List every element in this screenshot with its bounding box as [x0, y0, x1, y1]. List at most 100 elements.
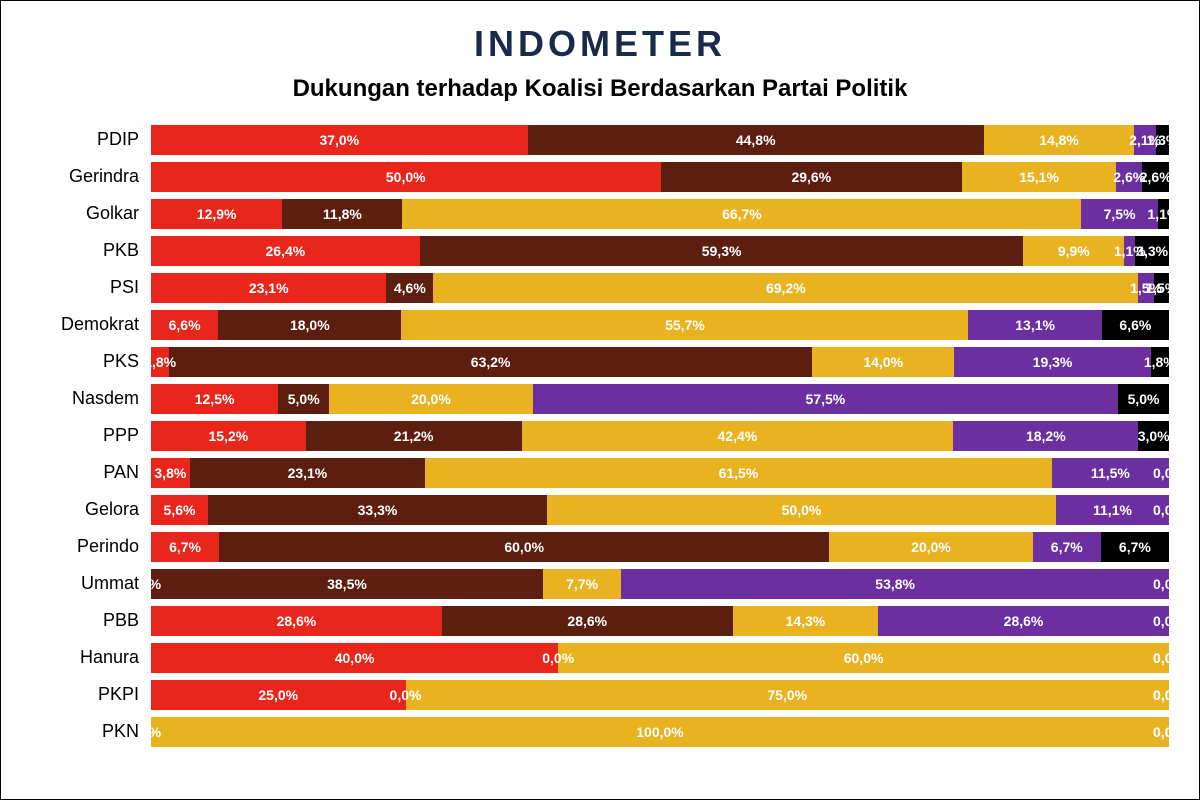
segment-value: 0,0% [1153, 465, 1169, 481]
bar-segment: 3,3% [1135, 236, 1169, 266]
segment-value: 0,0% [1153, 613, 1169, 629]
segment-value: 1,8% [151, 354, 176, 370]
row-bar: 25,0%0,0%75,0%0,0%0,0% [151, 680, 1169, 710]
segment-value: 6,7% [1119, 539, 1151, 555]
bar-segment: 69,2% [433, 273, 1138, 303]
bar-segment: 18,2% [953, 421, 1138, 451]
bar-segment: 3,0% [1138, 421, 1169, 451]
segment-value: 1,5% [1145, 280, 1169, 296]
bar-segment: 11,5% [1052, 458, 1169, 488]
segment-value: 15,1% [1019, 169, 1059, 185]
segment-value: 23,1% [249, 280, 289, 296]
row-bar: 12,9%11,8%66,7%7,5%1,1% [151, 199, 1169, 229]
bar-segment: 5,0% [278, 384, 329, 414]
segment-value: 19,3% [1033, 354, 1073, 370]
segment-value: 53,8% [875, 576, 915, 592]
bar-segment: 11,8% [282, 199, 402, 229]
row-label: PDIP [31, 129, 151, 150]
bar-segment: 3,8% [151, 458, 190, 488]
segment-value: 11,5% [1091, 465, 1130, 481]
segment-value: 63,2% [471, 354, 511, 370]
chart-row: Demokrat6,6%18,0%55,7%13,1%6,6% [31, 306, 1169, 343]
bar-segment: 12,5% [151, 384, 278, 414]
segment-value: 5,0% [1128, 391, 1160, 407]
row-label: PBB [31, 610, 151, 631]
row-bar: 26,4%59,3%9,9%1,1%3,3% [151, 236, 1169, 266]
bar-segment: 6,6% [1102, 310, 1169, 340]
segment-value: 0,0% [1153, 724, 1169, 740]
chart-row: PSI23,1%4,6%69,2%1,5%1,5% [31, 269, 1169, 306]
row-bar: 50,0%29,6%15,1%2,6%2,6% [151, 162, 1169, 192]
chart-row: Nasdem12,5%5,0%20,0%57,5%5,0% [31, 380, 1169, 417]
chart-row: Perindo6,7%60,0%20,0%6,7%6,7% [31, 528, 1169, 565]
chart-row: PAN3,8% 23,1% 61,5% 11,5% 0,0% [31, 454, 1169, 491]
row-label: Hanura [31, 647, 151, 668]
segment-value: 11,8% [323, 206, 362, 222]
row-bar: 23,1%4,6%69,2%1,5%1,5% [151, 273, 1169, 303]
chart-row: Gelora 5,6% 33,3% 50,0% 11,1%0,0% [31, 491, 1169, 528]
segment-value: 20,0% [411, 391, 451, 407]
bar-segment: 5,0% [1118, 384, 1169, 414]
chart-row: Ummat0%38,5%7,7%53,8%0,0% [31, 565, 1169, 602]
bar-segment: 33,3% [208, 495, 547, 525]
segment-value: 7,7% [566, 576, 598, 592]
row-label: PPP [31, 425, 151, 446]
bar-segment: 63,2% [169, 347, 812, 377]
chart-row: PKN0%100,0%0,0%0,0% [31, 713, 1169, 750]
row-label: Gelora [31, 499, 151, 520]
bar-segment: 5,6% [151, 495, 208, 525]
segment-value: 3,3% [1136, 243, 1168, 259]
bar-segment: 37,0% [151, 125, 528, 155]
bar-segment: 38,5% [151, 569, 543, 599]
row-bar: 0%38,5%7,7%53,8%0,0% [151, 569, 1169, 599]
bar-segment: 20,0% [829, 532, 1032, 562]
bar-segment: 7,7% [543, 569, 621, 599]
segment-value: 0,0% [1153, 687, 1169, 703]
segment-value: 29,6% [791, 169, 831, 185]
row-bar: 12,5%5,0%20,0%57,5%5,0% [151, 384, 1169, 414]
bar-segment: 60,0% [219, 532, 829, 562]
bar-segment: 61,5% [425, 458, 1052, 488]
bar-segment: 28,6% [878, 606, 1169, 636]
segment-value: 3,8% [154, 465, 186, 481]
bar-segment: 1,1% [1158, 199, 1169, 229]
segment-value: 59,3% [702, 243, 742, 259]
row-bar: 1,8% 63,2% 14,0% 19,3% 1,8% [151, 347, 1169, 377]
chart-row: Golkar12,9%11,8%66,7%7,5%1,1% [31, 195, 1169, 232]
segment-value: 28,6% [567, 613, 607, 629]
segment-value: 5,6% [164, 502, 196, 518]
segment-value: 0% [151, 724, 161, 740]
row-bar: 37,0%44,8%14,8%2,1%1,3% [151, 125, 1169, 155]
row-label: PSI [31, 277, 151, 298]
bar-segment: 28,6% [151, 606, 442, 636]
bar-segment: 11,1% [1056, 495, 1169, 525]
segment-value: 50,0% [782, 502, 822, 518]
bar-segment: 14,3% [733, 606, 878, 636]
segment-value: 37,0% [319, 132, 359, 148]
segment-value: 75,0% [767, 687, 807, 703]
row-bar: 3,8% 23,1% 61,5% 11,5% 0,0% [151, 458, 1169, 488]
segment-value: 6,6% [1119, 317, 1151, 333]
segment-value: 23,1% [288, 465, 328, 481]
bar-segment: 1,8% [151, 347, 169, 377]
segment-value: 0,0% [1153, 502, 1169, 518]
bar-segment: 15,2% [151, 421, 306, 451]
segment-value: 69,2% [766, 280, 806, 296]
segment-value: 6,7% [1051, 539, 1083, 555]
row-label: PAN [31, 462, 151, 483]
bar-segment: 50,0% [151, 162, 661, 192]
segment-value: 12,9% [197, 206, 237, 222]
segment-value: 61,5% [719, 465, 759, 481]
chart-row: PDIP37,0%44,8%14,8%2,1%1,3% [31, 121, 1169, 158]
segment-value: 0,0% [1153, 576, 1169, 592]
bar-segment: 14,0% [812, 347, 954, 377]
segment-value: 55,7% [665, 317, 705, 333]
bar-segment: 55,7% [401, 310, 968, 340]
segment-value: 18,0% [290, 317, 330, 333]
chart-row: PKB26,4%59,3%9,9%1,1%3,3% [31, 232, 1169, 269]
segment-value: 20,0% [911, 539, 951, 555]
bar-segment: 9,9% [1023, 236, 1124, 266]
segment-value: 4,6% [394, 280, 426, 296]
segment-value: 33,3% [358, 502, 398, 518]
chart-row: PBB28,6%28,6%14,3%28,6%0,0% [31, 602, 1169, 639]
